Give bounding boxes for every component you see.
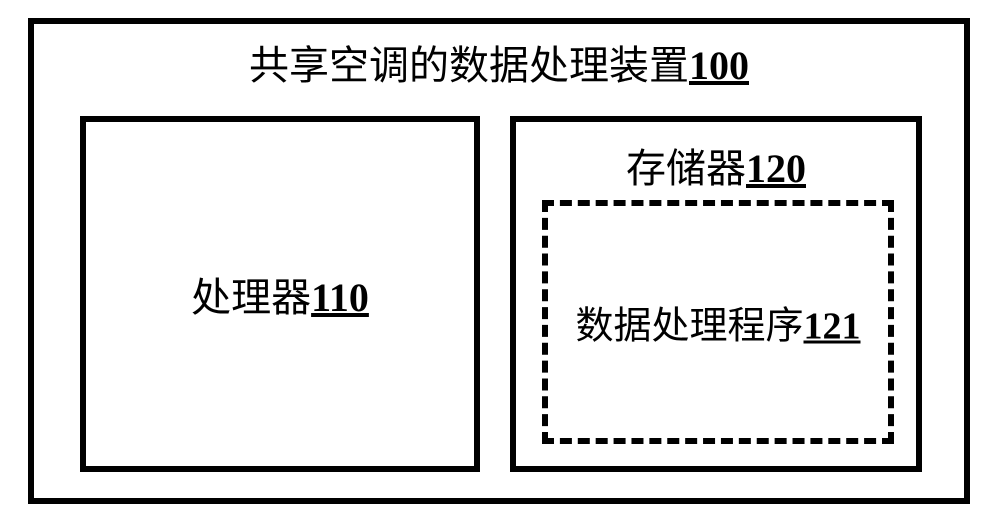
processor-label-text: 处理器 [191, 275, 311, 320]
memory-label: 存储器120 [516, 136, 916, 194]
processor-label: 处理器110 [86, 265, 474, 323]
data-program-label: 数据处理程序121 [548, 295, 888, 350]
outer-device-title-text: 共享空调的数据处理装置 [249, 43, 689, 88]
outer-device-title: 共享空调的数据处理装置100 [34, 42, 964, 90]
processor-label-number: 110 [311, 275, 369, 320]
data-program-label-text: 数据处理程序 [575, 306, 803, 348]
data-program-box: 数据处理程序121 [542, 200, 894, 444]
memory-box: 存储器120 数据处理程序121 [510, 116, 922, 472]
outer-device-box: 共享空调的数据处理装置100 处理器110 存储器120 数据处理程序121 [28, 18, 970, 504]
memory-label-number: 120 [746, 146, 806, 191]
data-program-label-number: 121 [804, 306, 861, 348]
processor-box: 处理器110 [80, 116, 480, 472]
outer-device-title-number: 100 [689, 43, 749, 88]
memory-label-text: 存储器 [626, 146, 746, 191]
diagram-canvas: 共享空调的数据处理装置100 处理器110 存储器120 数据处理程序121 [0, 0, 1000, 528]
